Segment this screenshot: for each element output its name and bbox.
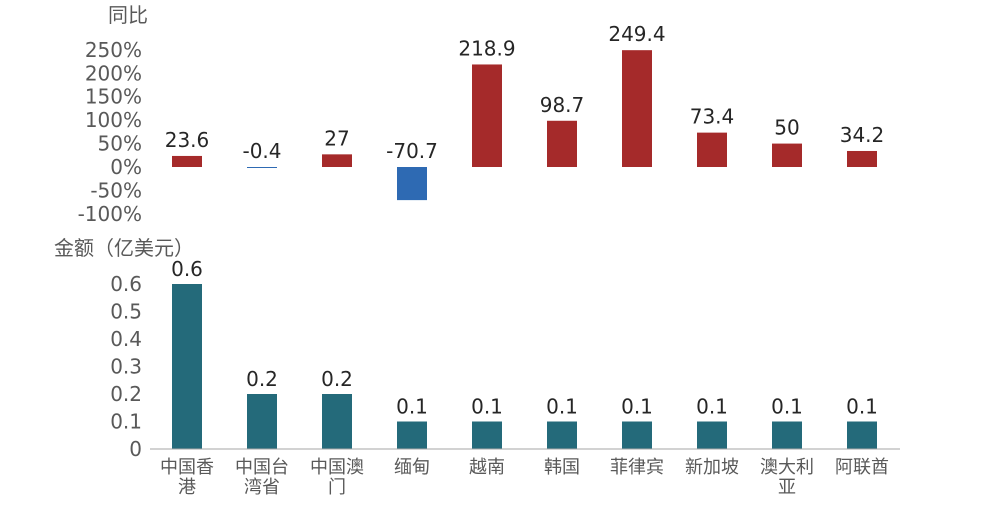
bottom-ytick-label: 0.1	[110, 410, 142, 434]
bottom-ytick-label: 0.4	[110, 327, 142, 351]
category-label-line: 菲律宾	[610, 457, 664, 478]
bottom-data-label: 0.2	[246, 367, 278, 391]
top-data-label: 218.9	[458, 36, 515, 60]
category-label-line: 中国香	[160, 457, 214, 478]
category-label-line: 缅甸	[394, 457, 430, 478]
category-label-line: 韩国	[544, 457, 580, 478]
bottom-ytick-label: 0.2	[110, 382, 142, 406]
top-bar	[397, 167, 427, 201]
top-data-label: -0.4	[242, 139, 281, 163]
category-label-line: 湾省	[244, 477, 280, 498]
category-label: 新加坡	[685, 457, 739, 478]
top-ytick-label: 150%	[85, 85, 142, 109]
category-label: 越南	[469, 457, 505, 478]
top-data-label: 73.4	[690, 105, 735, 129]
category-label-line: 新加坡	[685, 457, 739, 478]
bottom-bar	[397, 421, 427, 449]
category-label-line: 亚	[778, 477, 796, 498]
top-ylabel: 同比	[108, 3, 148, 27]
bottom-data-label: 0.1	[621, 395, 653, 419]
bottom-bar-group	[172, 284, 877, 449]
category-label-line: 中国澳	[310, 457, 364, 478]
bottom-bar	[772, 421, 802, 449]
bottom-bar	[847, 421, 877, 449]
top-data-label: 50	[774, 116, 799, 140]
top-data-label: 249.4	[608, 22, 665, 46]
top-ytick-label: 200%	[85, 61, 142, 85]
top-ytick-label: -50%	[90, 178, 142, 202]
bottom-data-label: 0.6	[171, 257, 203, 281]
top-bar	[322, 154, 352, 167]
top-ytick-group: 250%200%150%100%50%0%-50%-100%	[78, 38, 142, 226]
category-label-line: 港	[178, 477, 196, 498]
bottom-bar	[622, 421, 652, 449]
category-label-line: 越南	[469, 457, 505, 478]
category-label: 菲律宾	[610, 457, 664, 478]
bottom-ytick-label: 0.3	[110, 355, 142, 379]
bottom-data-label: 0.1	[396, 395, 428, 419]
bottom-ytick-label: 0	[129, 437, 142, 461]
top-data-label: -70.7	[386, 139, 438, 163]
category-label: 阿联酋	[835, 457, 889, 478]
category-label: 缅甸	[394, 457, 430, 478]
bottom-bar	[247, 394, 277, 449]
bottom-ytick-label: 0.6	[110, 272, 142, 296]
top-bar	[547, 120, 577, 167]
category-label-line: 澳大利	[760, 457, 814, 478]
bottom-bar	[547, 421, 577, 449]
top-bar-group	[172, 50, 877, 201]
top-data-label: 34.2	[840, 123, 885, 147]
bottom-bar	[472, 421, 502, 449]
bottom-bar	[322, 394, 352, 449]
category-label: 中国澳门	[310, 457, 364, 498]
bottom-bar	[697, 421, 727, 449]
top-bar	[772, 143, 802, 167]
bottom-data-label: 0.1	[546, 395, 578, 419]
top-ytick-label: -100%	[78, 202, 142, 226]
bottom-bar	[172, 284, 202, 449]
bottom-ytick-group: 0.6 0.5 0.4 0.3 0.2 0.1 0	[110, 272, 142, 461]
top-bar	[697, 132, 727, 167]
bottom-data-label: 0.1	[771, 395, 803, 419]
category-label: 澳大利亚	[760, 457, 814, 498]
bottom-ylabel: 金额（亿美元）	[54, 236, 194, 260]
top-ytick-label: 50%	[98, 132, 142, 156]
top-data-label-group: 23.6 -0.4 27 -70.7 218.9 98.7 249.4 73.4 50 34.2	[165, 22, 885, 163]
bottom-data-label-group: 0.6 0.2 0.2 0.1 0.1 0.1 0.1 0.1 0.1 0.1	[171, 257, 878, 419]
top-bar	[172, 155, 202, 167]
bottom-ytick-label: 0.5	[110, 300, 142, 324]
top-bar	[247, 167, 277, 168]
category-label-line: 门	[328, 477, 346, 498]
top-ytick-label: 100%	[85, 108, 142, 132]
top-ytick-label: 0%	[110, 155, 142, 179]
top-data-label: 98.7	[540, 93, 585, 117]
bottom-data-label: 0.1	[696, 395, 728, 419]
top-bar	[472, 64, 502, 167]
bottom-data-label: 0.1	[846, 395, 878, 419]
category-label: 韩国	[544, 457, 580, 478]
category-label: 中国台湾省	[235, 457, 289, 498]
category-label: 中国香港	[160, 457, 214, 498]
top-bar	[847, 150, 877, 167]
bottom-data-label: 0.2	[321, 367, 353, 391]
category-label-line: 阿联酋	[835, 457, 889, 478]
bottom-data-label: 0.1	[471, 395, 503, 419]
top-data-label: 27	[324, 126, 349, 150]
category-label-line: 中国台	[235, 457, 289, 478]
top-data-label: 23.6	[165, 128, 210, 152]
top-ytick-label: 250%	[85, 38, 142, 62]
top-bar	[622, 50, 652, 167]
